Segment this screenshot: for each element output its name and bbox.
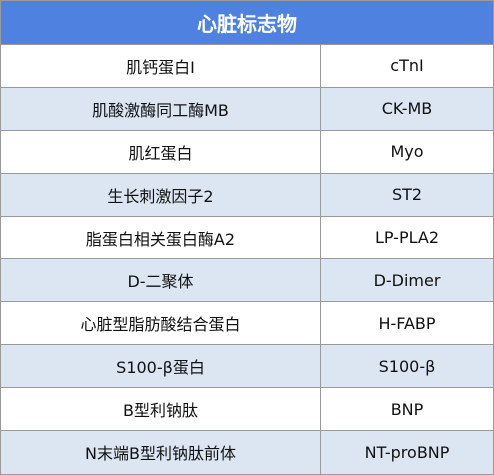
marker-abbreviation: NT-proBNP [364, 442, 450, 462]
marker-abbreviation: H-FABP [378, 313, 436, 333]
marker-name: D-二聚体 [1, 259, 321, 302]
table-row: 肌酸激酶同工酶MB CK-MB [1, 87, 493, 131]
table-row: 肌钙蛋白I cTnI [1, 45, 493, 88]
marker-name: B型利钠肽 [1, 388, 321, 431]
marker-abbreviation: LP-PLA2 [374, 228, 440, 247]
marker-name: 肌酸激酶同工酶MB [1, 87, 321, 130]
marker-name: S100-β蛋白 [1, 345, 321, 388]
marker-abbreviation: Myo [390, 142, 424, 162]
marker-name: 脂蛋白相关蛋白酶A2 [1, 216, 321, 259]
table-row: N末端B型利钠肽前体 NT-proBNP [1, 431, 493, 474]
marker-name: 肌钙蛋白I [1, 45, 321, 87]
table-row: 生长刺激因子2 ST2 [1, 173, 493, 217]
marker-abbreviation: BNP [390, 399, 424, 419]
marker-abbreviation: S100-β [378, 356, 436, 376]
marker-abbreviation: cTnI [390, 56, 424, 76]
marker-name: N末端B型利钠肽前体 [1, 431, 321, 474]
table-body: 肌钙蛋白I cTnI 肌酸激酶同工酶MB CK-MB 肌红蛋白 Myo 生长刺激… [1, 45, 493, 474]
marker-abbreviation: D-Dimer [373, 270, 441, 290]
table-row: 心脏型脂肪酸结合蛋白 H-FABP [1, 302, 493, 346]
table-row: S100-β蛋白 S100-β [1, 345, 493, 389]
marker-name: 肌红蛋白 [1, 130, 321, 173]
table-title: 心脏标志物 [1, 1, 493, 45]
table-row: D-二聚体 D-Dimer [1, 259, 493, 303]
marker-name: 生长刺激因子2 [1, 173, 321, 216]
table-row: 脂蛋白相关蛋白酶A2 LP-PLA2 [1, 216, 493, 260]
table-row: B型利钠肽 BNP [1, 388, 493, 432]
marker-abbreviation: ST2 [391, 185, 423, 205]
table-row: 肌红蛋白 Myo [1, 130, 493, 174]
marker-abbreviation: CK-MB [381, 99, 433, 119]
marker-name: 心脏型脂肪酸结合蛋白 [1, 302, 321, 345]
